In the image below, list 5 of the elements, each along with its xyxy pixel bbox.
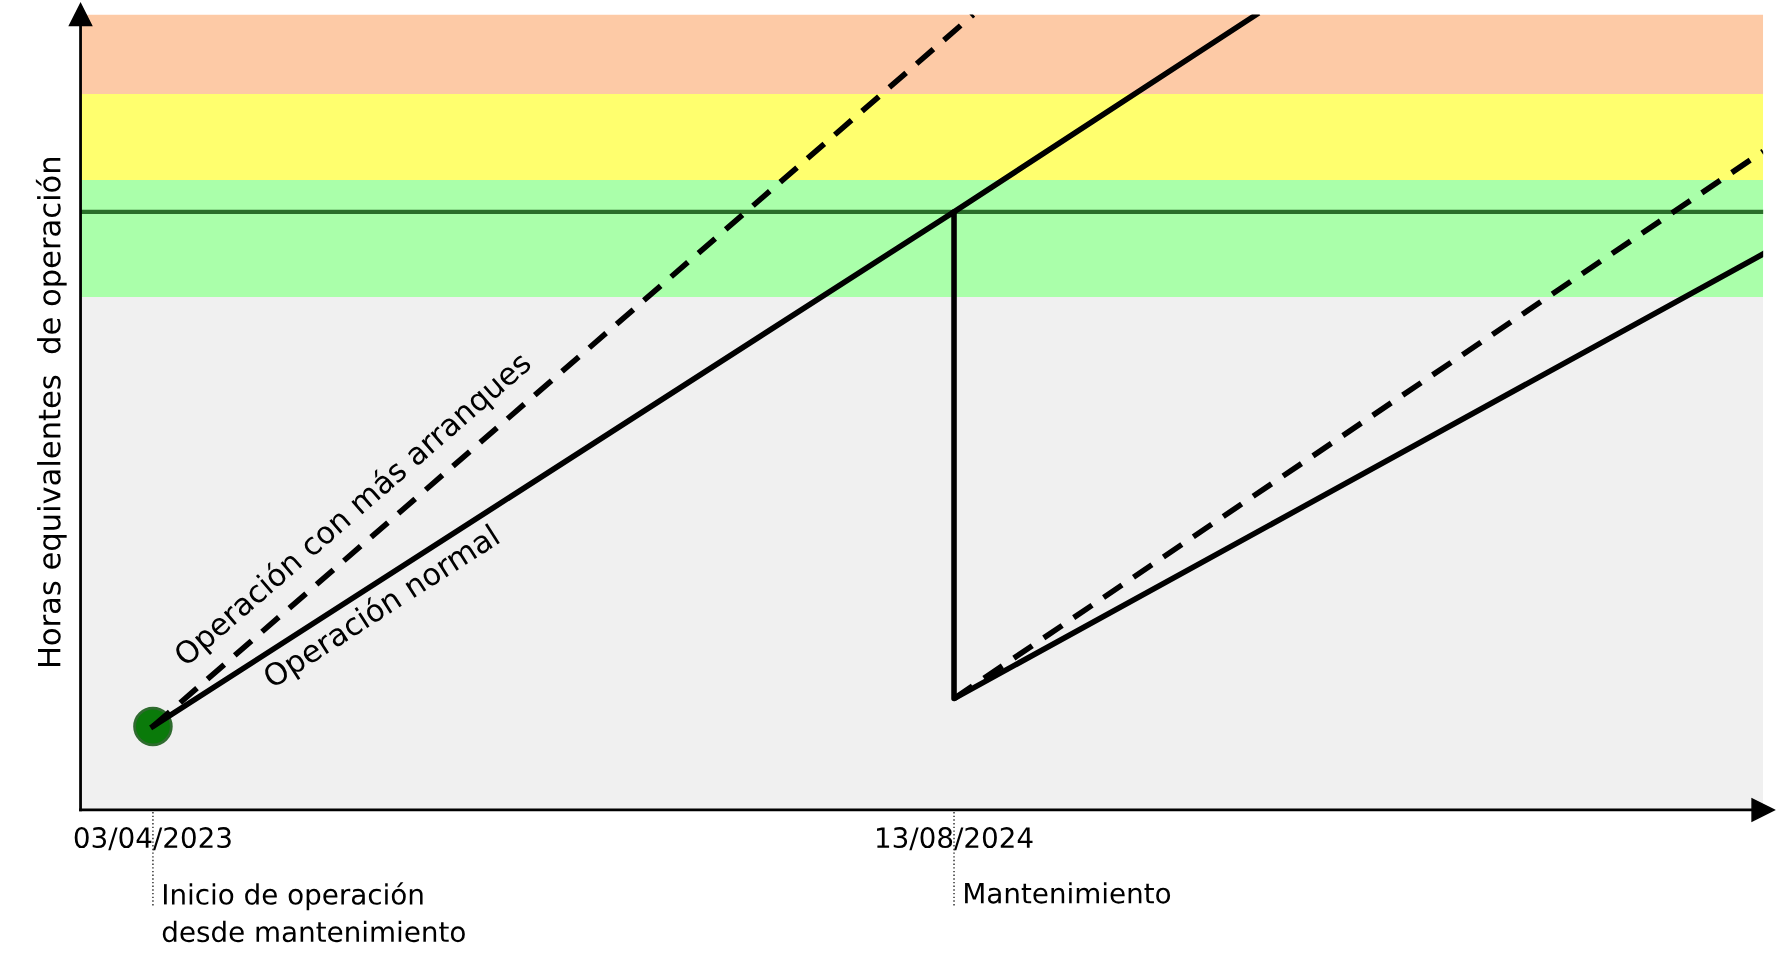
y-axis-title: Horas equivalentes de operación: [35, 158, 67, 667]
text: Mantenimiento: [965, 882, 1171, 904]
x-tick-label: 03/04/2023: [74, 827, 231, 851]
x-tick-label: 13/08/2024: [877, 827, 1033, 851]
text: Inicio de operación desde mantenimiento: [162, 882, 465, 943]
